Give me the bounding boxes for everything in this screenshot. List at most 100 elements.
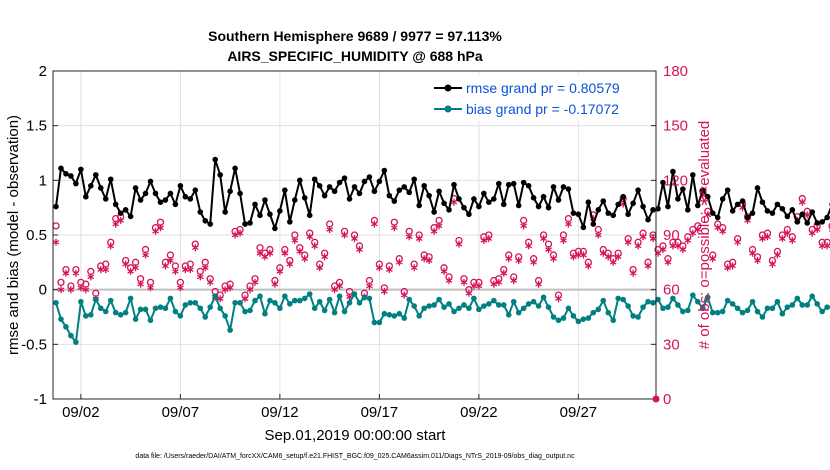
y-right-tick-label: 60 (663, 282, 680, 299)
right-axis-ticks: 0 30 60 90 120 150 180 (651, 63, 688, 408)
bias-point (272, 299, 278, 306)
bias-point (749, 298, 756, 305)
bias-point (764, 305, 771, 312)
rmse-point (406, 189, 413, 196)
bias-point (729, 301, 736, 307)
obs-evaluated-marker (709, 255, 717, 263)
rmse-point (466, 211, 472, 218)
bias-point (112, 309, 119, 316)
rmse-point (58, 165, 64, 172)
bias-point (97, 305, 104, 312)
bias-point (207, 304, 214, 310)
legend: rmse grand pr = 0.80579 bias grand pr = … (428, 75, 654, 121)
obs-evaluated-marker (236, 229, 244, 237)
obs-evaluated-marker (420, 255, 428, 263)
x-tick-label: 09/22 (460, 404, 498, 421)
obs-evaluated-marker (117, 216, 125, 224)
rmse-point (625, 211, 631, 218)
obs-evaluated-marker (729, 262, 736, 270)
obs-evaluated-marker (510, 277, 518, 285)
bias-point (665, 304, 671, 310)
bias-point (351, 291, 358, 297)
bias-point (555, 317, 562, 324)
bias-point (640, 304, 646, 310)
obs-evaluated-marker (609, 258, 617, 266)
x-tick-label: 09/17 (361, 404, 399, 421)
y-left-tick-label: 0 (39, 282, 47, 299)
rmse-point (476, 203, 482, 210)
obs-evaluated-marker (455, 240, 463, 248)
bias-point (376, 319, 383, 326)
y-left-tick-label: 0.5 (26, 227, 47, 244)
bias-point (784, 304, 791, 310)
rmse-point (147, 178, 154, 185)
rmse-point (162, 197, 169, 203)
rmse-point (809, 209, 816, 215)
bias-point (78, 298, 84, 305)
rmse-point (650, 207, 656, 213)
obs-evaluated-marker (555, 295, 562, 303)
rmse-point (242, 221, 248, 227)
obs-evaluated-marker (714, 224, 722, 232)
obs-evaluated-marker (788, 237, 796, 244)
bias-point (451, 308, 457, 315)
obs-evaluated-marker (276, 267, 284, 275)
data-file-footnote: data file: /Users/raeder/DAI/ATM_forcXX/… (135, 453, 575, 460)
rmse-point (436, 188, 442, 195)
bias-point (759, 314, 766, 320)
bias-point (326, 296, 333, 303)
rmse-series (53, 156, 830, 232)
rmse-point (122, 207, 129, 213)
rmse-point (505, 181, 512, 188)
bias-point (177, 313, 184, 319)
bias-point (157, 304, 164, 310)
bias-point (630, 313, 636, 319)
bias-point (386, 312, 393, 318)
obs-evaluated-marker (689, 229, 697, 237)
bias-point (396, 310, 403, 317)
y-right-tick-label: 150 (663, 118, 688, 135)
obs-evaluated-marker (371, 220, 378, 228)
bias-point (436, 296, 442, 303)
bias-point (471, 295, 477, 302)
rmse-point (704, 193, 711, 200)
rmse-point (694, 202, 701, 209)
obs-evaluated-marker (629, 269, 637, 277)
rmse-point (346, 196, 353, 202)
rmse-point (690, 172, 696, 178)
y-left-tick-label: 2 (39, 63, 47, 80)
bias-point (744, 307, 751, 314)
obs-evaluated-marker (599, 249, 607, 257)
obs-evaluated-marker (390, 224, 398, 232)
rmse-point (779, 205, 786, 212)
rmse-point (366, 174, 373, 180)
bias-point (660, 305, 666, 312)
rmse-point (267, 211, 273, 218)
bias-point (132, 316, 139, 322)
bias-point (670, 295, 676, 302)
obs-evaluated-marker (157, 224, 164, 232)
obs-evaluated-marker (460, 278, 468, 286)
rmse-point (575, 211, 582, 218)
obs-evaluated-marker (306, 233, 314, 241)
rmse-point (764, 208, 771, 214)
rmse-point (665, 203, 671, 210)
rmse-point (83, 193, 89, 200)
rmse-point (182, 193, 189, 200)
rmse-point (247, 220, 253, 226)
rmse-point (610, 212, 617, 219)
rmse-point (714, 214, 721, 221)
x-tick-label: 09/07 (162, 404, 200, 421)
rmse-point (291, 197, 298, 203)
rmse-point (73, 180, 79, 187)
y-right-tick-label: 90 (663, 227, 680, 244)
rmse-point (157, 199, 164, 205)
rmse-point (804, 220, 811, 226)
rmse-point (331, 188, 338, 195)
bias-point (550, 314, 557, 320)
rmse-point (774, 201, 781, 208)
bias-point (441, 304, 447, 310)
bias-point (456, 305, 462, 312)
rmse-point (92, 172, 99, 178)
rmse-point (386, 192, 393, 199)
